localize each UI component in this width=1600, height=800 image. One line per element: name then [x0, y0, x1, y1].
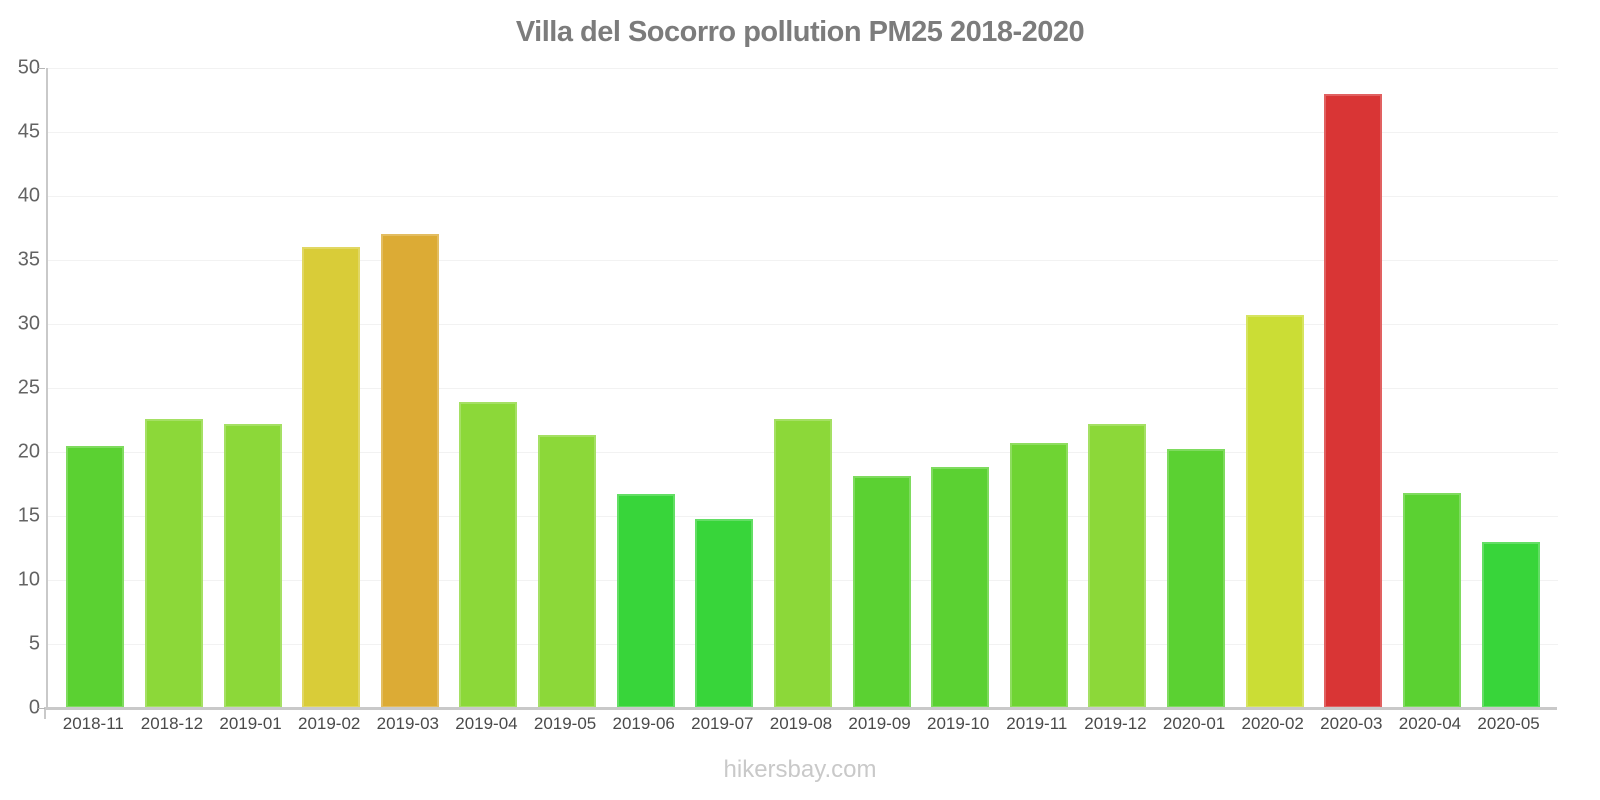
bar-column-2020-04 — [1393, 68, 1472, 708]
bar-2020-02 — [1245, 315, 1304, 708]
gridline-40 — [48, 196, 1558, 197]
chart-title: Villa del Socorro pollution PM25 2018-20… — [515, 16, 1085, 48]
y-tick-label-10: 10 — [17, 568, 40, 591]
x-tick-label-2018-11: 2018-11 — [62, 714, 124, 733]
x-tick-label-2019-01: 2019-01 — [219, 714, 282, 733]
bar-2019-02 — [302, 247, 361, 708]
y-tick-label-5: 5 — [28, 632, 40, 655]
bar-column-2019-01 — [213, 68, 292, 708]
bar-column-2019-09 — [842, 68, 921, 708]
bar-2019-04 — [459, 402, 518, 708]
y-tick-label-20: 20 — [17, 440, 40, 463]
bar-2019-05 — [538, 435, 597, 708]
bar-column-2019-10 — [921, 68, 1000, 708]
x-tick-label-2019-07: 2019-07 — [691, 714, 754, 733]
bar-2019-01 — [223, 423, 282, 708]
x-tick-label-2019-10: 2019-10 — [926, 714, 990, 733]
bar-column-2019-03 — [371, 68, 450, 708]
y-tick-mark-0 — [38, 708, 45, 709]
x-tick-label-2019-03: 2019-03 — [376, 714, 439, 733]
bar-column-2019-04 — [449, 68, 528, 708]
bar-column-2019-02 — [292, 68, 371, 708]
watermark: hikersbay.com — [723, 756, 877, 783]
bar-2019-12 — [1088, 423, 1147, 708]
bar-2020-05 — [1481, 541, 1540, 708]
gridline-30 — [48, 324, 1558, 325]
bar-column-2020-02 — [1235, 68, 1314, 708]
bar-column-2019-11 — [1000, 68, 1079, 708]
bar-column-2020-05 — [1471, 68, 1550, 708]
bar-2020-03 — [1324, 93, 1383, 708]
x-axis-labels: 2018-11 2018-12 2019-01 2019-02 2019-03 2019-… — [46, 714, 1556, 734]
bar-column-2019-05 — [528, 68, 607, 708]
gridline-50 — [48, 68, 1558, 69]
bar-2019-03 — [380, 234, 439, 708]
x-tick-label-2020-02: 2020-02 — [1241, 714, 1304, 733]
bar-column-2018-11 — [56, 68, 135, 708]
bar-column-2019-08 — [764, 68, 843, 708]
bar-column-2018-12 — [135, 68, 214, 708]
bar-2018-12 — [144, 418, 203, 708]
x-tick-label-2018-12: 2018-12 — [140, 714, 204, 733]
bar-column-2020-01 — [1157, 68, 1236, 708]
bar-column-2019-06 — [606, 68, 685, 708]
y-tick-label-40: 40 — [17, 184, 40, 207]
x-tick-label-2019-12: 2019-12 — [1084, 714, 1147, 733]
bars-row — [48, 68, 1558, 708]
x-tick-label-2020-03: 2020-03 — [1320, 714, 1383, 733]
x-tick-label-2019-06: 2019-06 — [612, 714, 675, 733]
x-tick-label-2020-05: 2020-05 — [1477, 714, 1540, 733]
bar-column-2020-03 — [1314, 68, 1393, 708]
y-axis-tick-stub — [44, 707, 46, 719]
y-tick-label-15: 15 — [17, 504, 40, 527]
bar-2019-07 — [695, 518, 754, 708]
y-tick-label-35: 35 — [17, 248, 40, 271]
x-tick-label-2020-01: 2020-01 — [1162, 714, 1226, 733]
bar-2020-04 — [1402, 492, 1461, 708]
y-tick-label-0: 0 — [28, 696, 40, 719]
x-tick-label-2019-02: 2019-02 — [297, 714, 361, 733]
bar-column-2019-07 — [685, 68, 764, 708]
x-tick-label-2019-11: 2019-11 — [1006, 714, 1068, 733]
x-tick-label-2019-05: 2019-05 — [533, 714, 597, 733]
gridline-35 — [48, 260, 1558, 261]
x-tick-label-2020-04: 2020-04 — [1398, 714, 1462, 733]
gridline-25 — [48, 388, 1558, 389]
y-tick-label-25: 25 — [17, 376, 40, 399]
bar-2019-11 — [1009, 443, 1068, 708]
gridline-45 — [48, 132, 1558, 133]
y-tick-mark-50 — [38, 68, 45, 69]
plot-area — [46, 68, 1558, 708]
bar-column-2019-12 — [1078, 68, 1157, 708]
y-tick-label-45: 45 — [17, 120, 40, 143]
bar-2019-06 — [616, 494, 675, 708]
bar-2019-08 — [773, 418, 832, 708]
y-tick-label-30: 30 — [17, 312, 40, 335]
x-tick-label-2019-09: 2019-09 — [848, 714, 911, 733]
bar-2019-09 — [852, 476, 911, 708]
bar-2018-11 — [66, 445, 125, 708]
bar-2019-10 — [931, 467, 990, 708]
x-tick-label-2019-04: 2019-04 — [455, 714, 518, 733]
x-tick-label-2019-08: 2019-08 — [769, 714, 833, 733]
bar-2020-01 — [1167, 449, 1226, 708]
y-tick-label-50: 50 — [17, 56, 40, 79]
x-axis-line — [44, 707, 1557, 710]
